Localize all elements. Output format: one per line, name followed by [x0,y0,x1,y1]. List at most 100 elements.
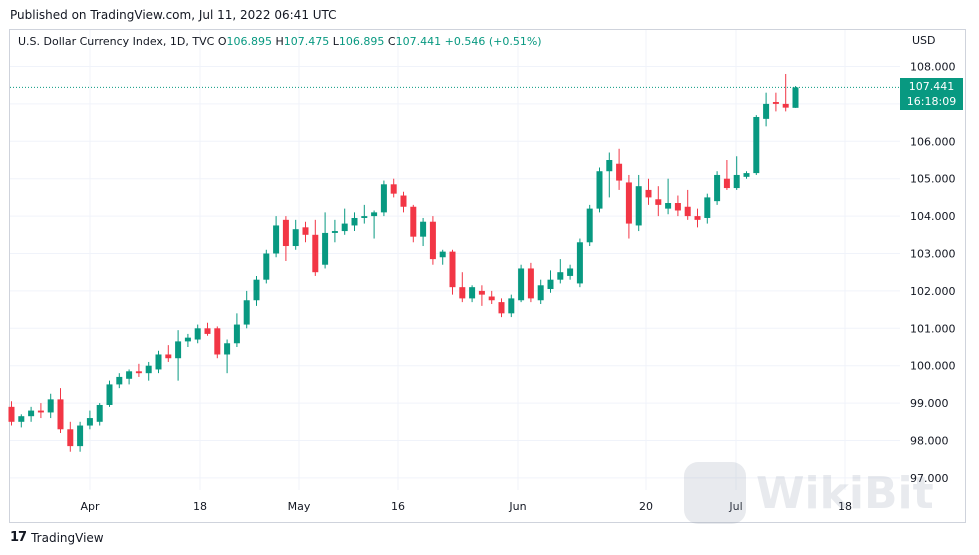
chart-frame[interactable] [9,29,966,523]
candle-body [694,216,701,220]
candle-body [704,197,711,218]
candle-body [57,399,64,430]
watermark-logo-icon [684,462,746,524]
y-tick-label: 101.000 [910,322,956,335]
candle-body [792,87,799,108]
x-tick-label: 18 [193,500,207,513]
candle-body [782,103,789,108]
candle-body [18,416,25,422]
candle-body [449,251,456,288]
candle-body [537,285,544,301]
candle-body [733,174,740,189]
candle-body [616,163,623,181]
candle-body [420,221,427,237]
candle-body [331,231,338,233]
chart-legend: U.S. Dollar Currency Index, 1D, TVC O106… [18,35,542,48]
candle-body [263,253,270,280]
candle-body [302,227,309,235]
candle-body [380,184,387,213]
candle-body [322,232,329,265]
legend-high-value: 107.475 [283,35,330,48]
candle-body [155,354,162,370]
candle-body [743,173,750,177]
last-price-value: 107.441 [908,80,955,93]
candle-body [547,279,554,290]
y-tick-label: 103.000 [910,248,956,261]
candle-body [273,225,280,254]
candle-body [518,268,525,301]
x-tick-label: Apr [80,500,100,513]
candle-body [772,102,779,104]
y-tick-label: 98.000 [910,435,949,448]
candle-body [390,184,397,194]
candle-body [224,343,231,355]
y-tick-label: 100.000 [910,360,956,373]
candle-body [204,328,211,334]
candle-body [586,208,593,243]
last-price-tag: 107.441 16:18:09 [900,78,963,110]
candle-body [214,328,221,355]
y-tick-label: 106.000 [910,135,956,148]
axis-currency-label: USD [912,34,936,47]
footer-branding[interactable]: 17 TradingView [10,530,104,545]
candle-body [77,425,84,447]
candle-body [763,103,770,119]
candle-body [292,229,299,247]
candle-body [576,242,583,284]
candle-body [684,206,691,217]
candle-body [567,268,574,276]
y-tick-label: 102.000 [910,285,956,298]
candle-body [606,160,613,172]
candle-body [459,287,466,299]
candle-body [106,384,113,405]
legend-close-value: 107.441 [395,35,442,48]
candle-body [478,290,485,295]
legend-high-label: H [275,35,284,48]
candle-body [135,371,142,374]
candle-body [410,206,417,237]
candle-body [645,189,652,198]
candle-body [351,217,358,226]
x-tick-label: 16 [391,500,405,513]
candle-body [116,376,123,385]
candle-body [145,365,152,374]
watermark-text: WikiBit [756,467,934,519]
candle-body [165,354,172,359]
candle-body [439,251,446,258]
x-tick-label: Jul [728,500,742,513]
candle-body [67,429,74,447]
legend-open-label: O [217,35,227,48]
candle-body [341,223,348,232]
candle-body [361,216,368,218]
tradingview-logo-icon: 17 [10,530,27,545]
candle-body [86,418,93,426]
y-tick-label: 108.000 [910,61,956,74]
candle-body [429,221,436,260]
candle-body [557,272,564,280]
candle-body [28,410,35,417]
candle-body [665,203,672,209]
legend-symbol: U.S. Dollar Currency Index, 1D, TVC [18,35,215,48]
candle-body [723,178,730,189]
candle-body [527,268,534,299]
x-tick-label: 18 [838,500,852,513]
y-tick-label: 97.000 [910,472,949,485]
candle-body [194,328,201,340]
candle-body [126,371,133,379]
candle-body [488,296,495,301]
legend-change: +0.546 (+0.51%) [444,35,542,48]
footer-brand-text: TradingView [31,530,104,545]
candle-body [312,234,319,273]
candle-body [371,212,378,217]
candle-body [243,300,250,325]
candle-body [184,337,191,342]
candle-body [282,219,289,247]
candle-body [753,116,760,174]
watermark: WikiBit [684,462,934,524]
candle-body [8,406,15,422]
candle-body [635,186,642,226]
candle-body [498,302,505,314]
candle-body [47,399,54,413]
candle-body [469,287,476,299]
